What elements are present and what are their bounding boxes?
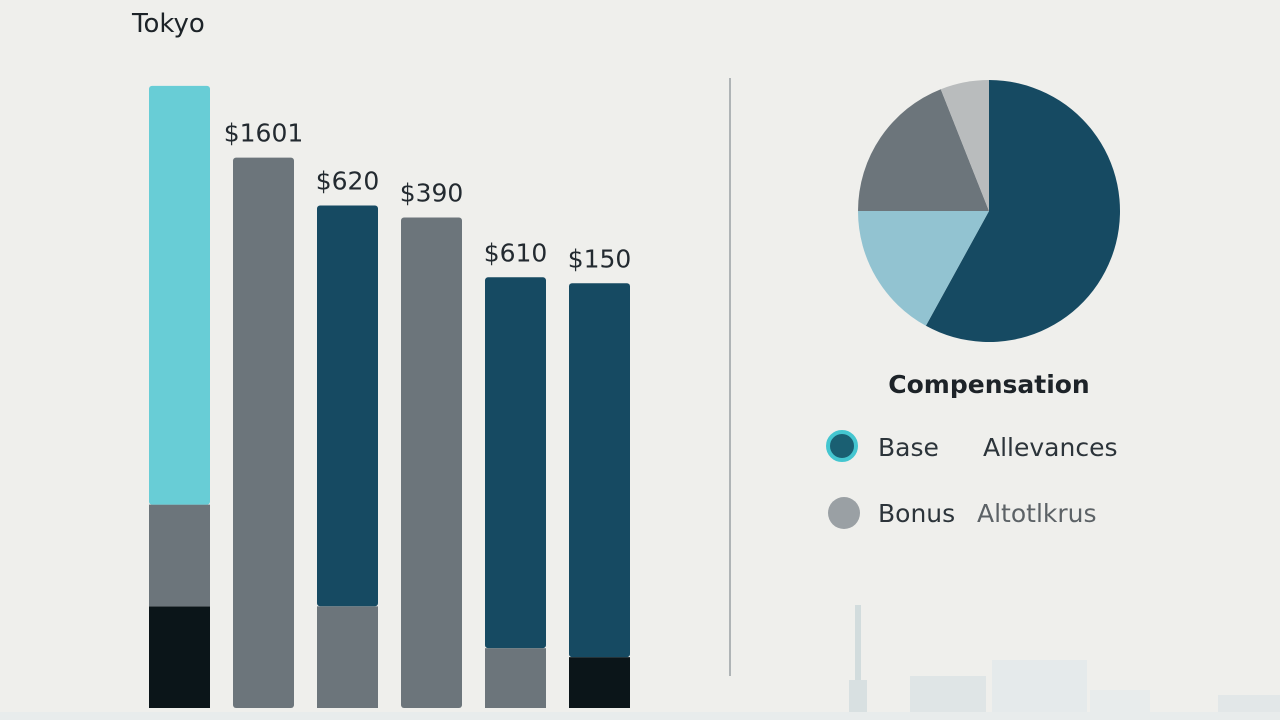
bar-value-labels: $1601 $620 $390 $610 $150 xyxy=(224,119,632,274)
bar-3-segment-1 xyxy=(317,606,378,708)
pie-slice-1 xyxy=(925,80,1120,342)
bar-6-value-label: $150 xyxy=(568,244,632,273)
bar-3-segment-2 xyxy=(317,205,378,607)
bar-5-segment-2 xyxy=(485,277,546,649)
skyline-tower xyxy=(849,680,867,720)
bar-5-value-label: $610 xyxy=(484,238,548,267)
bar-chart xyxy=(149,85,630,708)
pie-slice-2 xyxy=(858,211,989,326)
skyline-building xyxy=(992,660,1087,720)
pie-chart-title: Compensation xyxy=(888,370,1089,399)
legend-label-altotlkrus: Altotlkrus xyxy=(977,499,1097,528)
legend-marker-bonus xyxy=(828,497,860,529)
skyline-decoration xyxy=(0,605,1280,720)
legend-label-base: Base xyxy=(878,433,939,462)
bar-6-segment-1 xyxy=(569,657,630,708)
pie-chart xyxy=(858,80,1120,342)
bar-1-segment-2 xyxy=(149,504,210,607)
pie-slice-3 xyxy=(858,89,989,211)
skyline-building xyxy=(0,712,1280,720)
bar-chart-title: Tokyo xyxy=(131,9,205,39)
pie-slice-4 xyxy=(940,80,989,211)
bar-4-value-label: $390 xyxy=(400,178,464,207)
bar-6-segment-2 xyxy=(569,283,630,658)
skyline-tower xyxy=(855,605,861,720)
bar-3-value-label: $620 xyxy=(316,167,380,196)
legend-label-bonus: Bonus xyxy=(878,499,955,528)
bar-2-segment-1 xyxy=(233,157,294,708)
bar-1-segment-1 xyxy=(149,606,210,708)
legend-label-allevances: Allevances xyxy=(983,433,1118,462)
bar-1-segment-3 xyxy=(149,85,210,505)
pie-legend: Base Allevances Bonus Altotlkrus xyxy=(826,430,1118,529)
bar-5-segment-1 xyxy=(485,648,546,708)
bar-4-segment-1 xyxy=(401,217,462,708)
bar-2-value-label: $1601 xyxy=(224,119,304,148)
legend-marker-base xyxy=(826,430,858,462)
